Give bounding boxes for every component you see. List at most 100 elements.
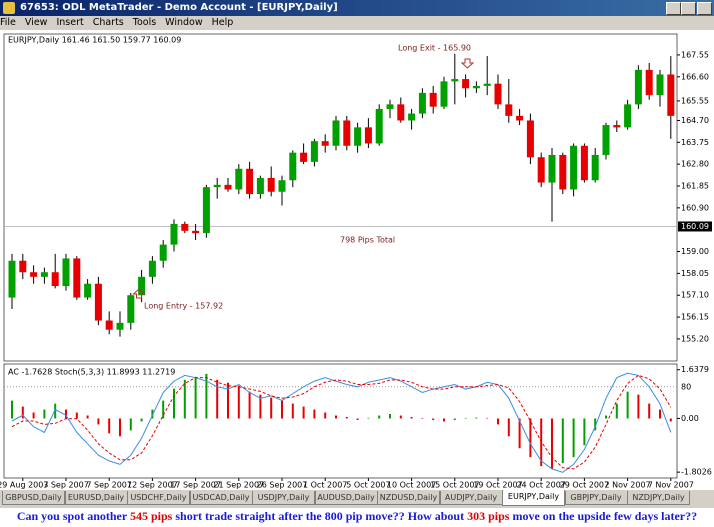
candle-body	[73, 258, 81, 298]
menu-item[interactable]: Window	[165, 17, 203, 28]
menu-item[interactable]: View	[24, 17, 48, 28]
y-tick-label: 1.6379	[681, 365, 709, 374]
caption-text: short trade straight after the 800 pip m…	[172, 509, 468, 523]
entry-arrow	[132, 288, 146, 299]
caption-text: Can you spot another	[16, 509, 130, 523]
candle-body	[170, 223, 178, 245]
annotation: 798 Pips Total	[340, 236, 395, 245]
candle-body	[354, 127, 362, 146]
candle-body	[570, 145, 578, 190]
candle-body	[667, 74, 675, 116]
x-tick-label: 19 Oct 2007	[473, 481, 522, 490]
candle-body	[429, 92, 437, 107]
y-tick-label: 157.10	[681, 291, 709, 300]
stochastic-line	[11, 372, 672, 473]
x-tick-label: 12 Sep 2007	[127, 481, 178, 490]
candle-body	[84, 283, 92, 298]
candle-body	[300, 152, 308, 162]
chart-tabs: GBPUSD,Daily EURUSD,Daily USDCHF,Daily USDC…	[2, 490, 712, 506]
price-label: 160.09	[681, 222, 709, 231]
x-tick-label: 26 Sep 2007	[257, 481, 308, 490]
candle-body	[62, 258, 70, 287]
candle-body	[19, 260, 27, 273]
candle-body	[256, 177, 264, 195]
candle-body	[645, 69, 653, 96]
candle-body	[548, 154, 556, 183]
candle-body	[559, 154, 567, 190]
candle-body	[159, 244, 167, 261]
caption: Can you spot another 545 pips short trad…	[0, 508, 714, 527]
x-tick-label: 29 Oct 2007	[560, 481, 609, 490]
candle-body	[440, 81, 448, 107]
candle-body	[278, 180, 286, 192]
chart-tab[interactable]: AUDJPY,Daily	[439, 491, 503, 505]
menu-item[interactable]: File	[0, 17, 16, 28]
y-tick-label: 155.20	[681, 334, 709, 343]
y-tick-label: 167.55	[681, 50, 709, 59]
title-bar: 67653: ODL MetaTrader - Demo Account - […	[0, 0, 714, 16]
candle-body	[516, 115, 524, 121]
chart-tab[interactable]: USDJPY,Daily	[252, 491, 315, 505]
close-button[interactable]	[697, 2, 712, 15]
menu-item[interactable]: Help	[211, 17, 234, 28]
price-label-box	[678, 221, 712, 232]
candle-body	[267, 177, 275, 192]
chart-tab[interactable]: EURJPY,Daily	[502, 490, 565, 506]
candle-body	[580, 145, 588, 181]
chart-tab[interactable]: NZDUSD,Daily	[377, 491, 440, 505]
y-tick-label: 163.75	[681, 138, 709, 147]
main-panel	[3, 33, 678, 362]
app-icon	[3, 2, 15, 14]
x-tick-label: 10 Oct 2007	[387, 481, 436, 490]
y-tick-label: 158.05	[681, 269, 709, 278]
chart-tab[interactable]: USDCAD,Daily	[189, 491, 253, 505]
annotation: Long Entry - 157.92	[144, 302, 223, 311]
chart-window: EURJPY,Daily 161.46 161.50 159.77 160.09…	[0, 30, 714, 490]
menu-item[interactable]: Insert	[56, 17, 84, 28]
candle-body	[235, 168, 243, 190]
candle-body	[8, 260, 16, 298]
caption-text: 303 pips	[467, 509, 510, 523]
candle-body	[310, 141, 318, 162]
candle-body	[462, 79, 470, 89]
y-tick-label: 160.90	[681, 203, 709, 212]
menu-item[interactable]: Charts	[92, 17, 124, 28]
chart-tab[interactable]: NZDJPY,Daily	[627, 491, 690, 505]
x-tick-label: 29 Aug 2007	[0, 481, 48, 490]
candle-body	[505, 104, 513, 116]
candle-body	[526, 120, 534, 158]
chart-tab[interactable]: GBPUSD,Daily	[2, 491, 65, 505]
y-tick-label: -1.8026	[681, 468, 712, 477]
y-tick-label: 159.00	[681, 247, 709, 256]
candle-body	[397, 104, 405, 121]
chart-tab[interactable]: EURUSD,Daily	[64, 491, 128, 505]
candle-body	[408, 113, 416, 121]
y-tick-label: 162.80	[681, 160, 709, 169]
candle-body	[202, 187, 210, 234]
candle-body	[364, 127, 372, 144]
candle-body	[537, 157, 545, 183]
y2-tick-label: 80	[681, 382, 691, 391]
x-tick-label: 17 Sep 2007	[170, 481, 221, 490]
x-tick-label: 7 Sep 2007	[86, 481, 132, 490]
candle-body	[613, 125, 621, 128]
chart-tab[interactable]: AUDUSD,Daily	[314, 491, 378, 505]
candle-body	[418, 92, 426, 114]
candle-body	[127, 295, 135, 323]
x-tick-label: 24 Oct 2007	[516, 481, 565, 490]
maximize-button[interactable]	[681, 2, 696, 15]
minimize-button[interactable]	[666, 2, 681, 15]
candle-body	[181, 223, 189, 231]
candle-body	[591, 154, 599, 181]
candle-body	[192, 230, 200, 234]
candle-body	[472, 85, 480, 89]
candle-body	[494, 83, 502, 105]
candle-body	[451, 79, 459, 82]
chart-tab[interactable]: USDCHF,Daily	[127, 491, 190, 505]
x-tick-label: 2 Nov 2007	[605, 481, 651, 490]
chart-tab[interactable]: GBPJPY,Daily	[564, 491, 628, 505]
candle-body	[321, 141, 329, 146]
indicator-panel	[3, 363, 678, 479]
candle-body	[246, 168, 254, 195]
menu-item[interactable]: Tools	[132, 17, 157, 28]
